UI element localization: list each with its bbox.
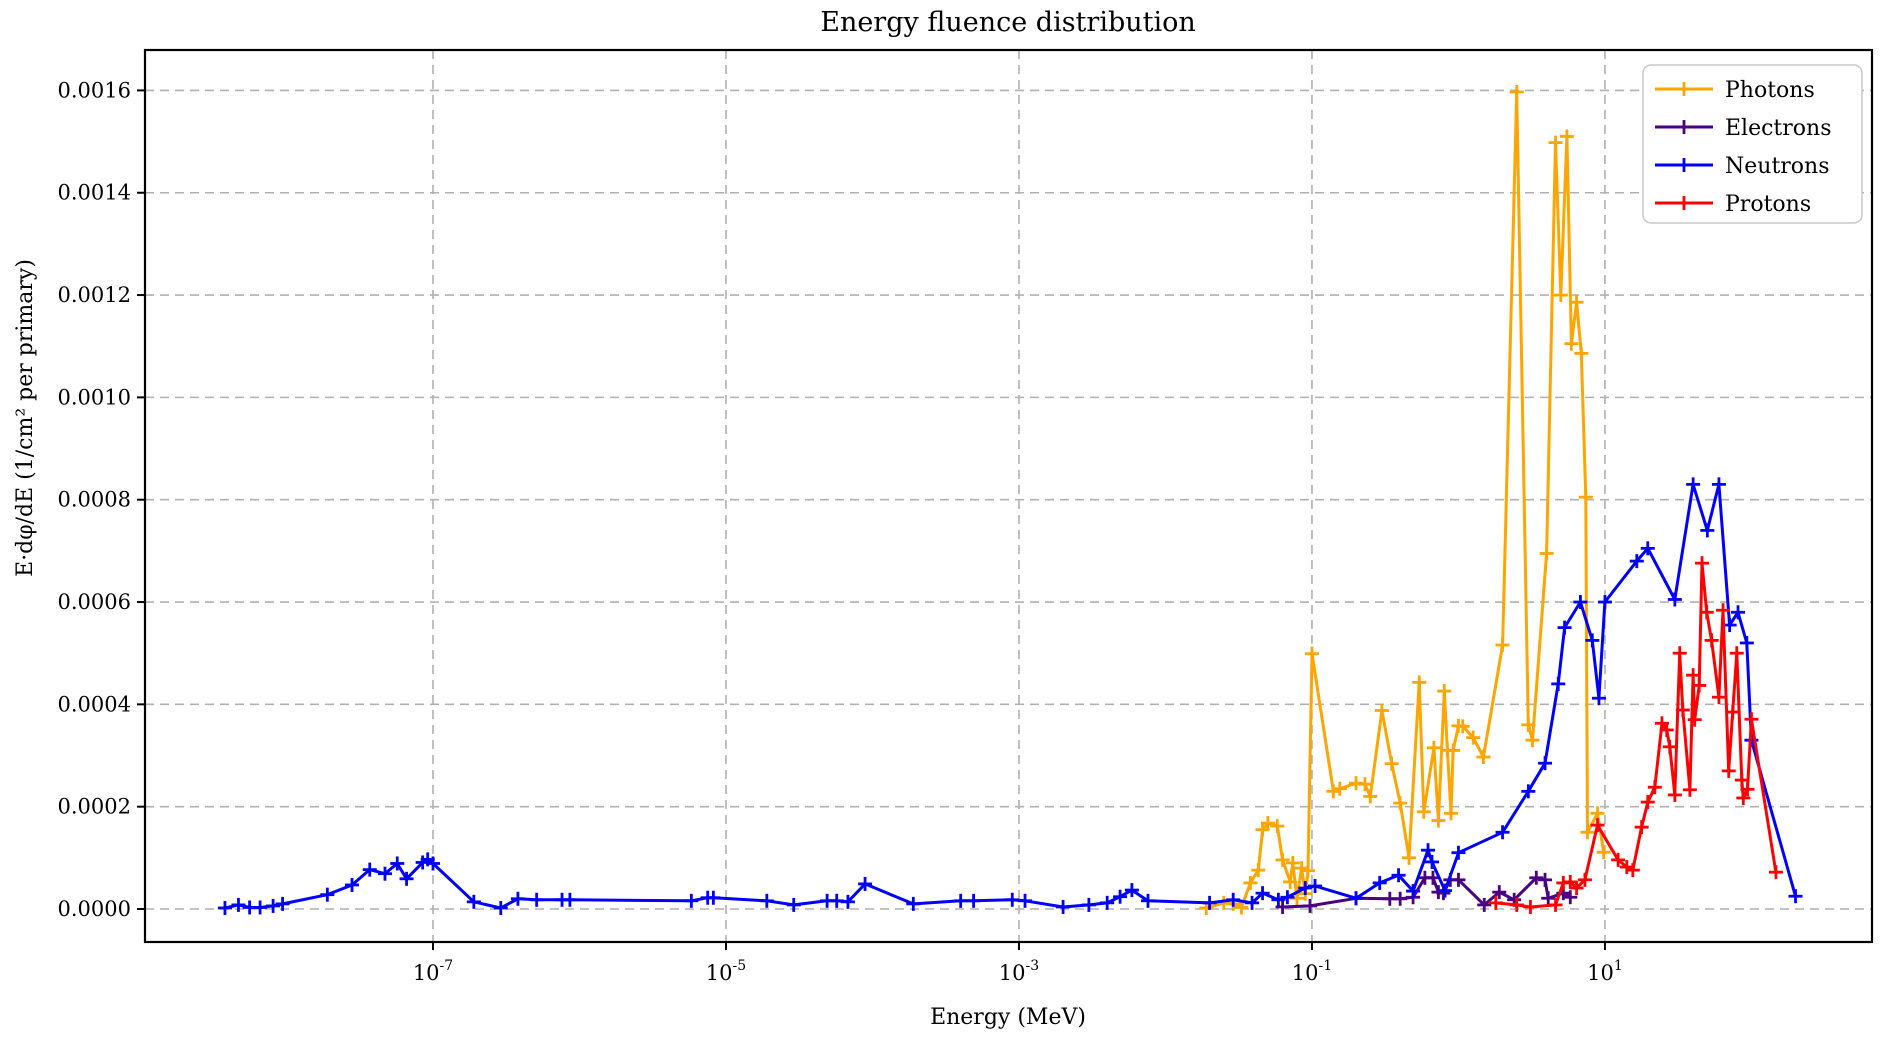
y-tick-label: 0.0000 [58, 897, 131, 921]
series-layer [217, 84, 1803, 915]
y-tick-label: 0.0010 [58, 385, 131, 409]
grid-layer [145, 50, 1872, 942]
series-neutrons [217, 477, 1803, 915]
y-tick-label: 0.0016 [58, 78, 131, 102]
series-line-electrons [1281, 876, 1572, 909]
legend-item-electrons: Electrons [1655, 116, 1832, 141]
legend-item-neutrons: Neutrons [1655, 154, 1830, 179]
legend-label: Photons [1725, 78, 1815, 103]
x-axis-label: Energy (MeV) [930, 1005, 1086, 1030]
legend-label: Protons [1725, 192, 1811, 217]
legend-item-protons: Protons [1655, 192, 1811, 217]
plot-frame [143, 48, 1874, 944]
x-tick-label: 101 [1587, 958, 1623, 985]
x-tick-label: 10-5 [706, 958, 746, 985]
series-protons [1488, 556, 1783, 914]
y-tick-label: 0.0008 [58, 488, 131, 512]
chart-title: Energy fluence distribution [820, 7, 1196, 38]
legend-item-photons: Photons [1655, 78, 1815, 103]
series-line-neutrons [223, 482, 1797, 910]
x-tick-label: 10-3 [999, 958, 1039, 985]
legend-label: Electrons [1725, 116, 1832, 141]
x-tick-label: 10-1 [1292, 958, 1332, 985]
x-tick-label: 10-7 [413, 958, 453, 985]
legend: Photons Electrons Neutrons Protons [1642, 64, 1863, 224]
y-tick-label: 0.0002 [58, 795, 131, 819]
y-axis-label: E·dφ/dE (1/cm² per primary) [13, 259, 38, 577]
legend-box [1642, 64, 1863, 224]
axes-layer: 0.0000 0.0002 0.0004 0.0006 0.0008 0.0010 0.00… [58, 48, 1874, 985]
y-tick-label: 0.0004 [58, 692, 131, 716]
series-photons [1199, 84, 1611, 915]
series-line-protons [1494, 561, 1778, 909]
legend-label: Neutrons [1725, 154, 1830, 179]
y-tick-label: 0.0012 [58, 283, 131, 307]
y-tick-label: 0.0014 [58, 181, 131, 205]
y-tick-label: 0.0006 [58, 590, 131, 614]
